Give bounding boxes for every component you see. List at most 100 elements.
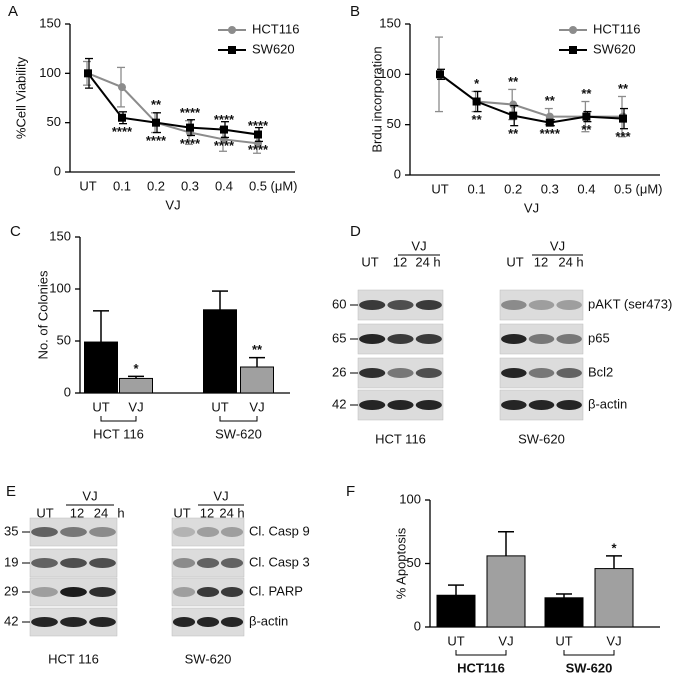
blot-band — [387, 334, 414, 344]
blot-band — [60, 558, 87, 568]
x-tick-label: UT — [431, 181, 448, 196]
significance: * — [474, 76, 480, 91]
blot-band — [556, 368, 582, 378]
point — [220, 125, 228, 134]
blot-band — [501, 300, 527, 310]
blot-band — [60, 527, 87, 537]
legend-label: SW620 — [252, 41, 295, 56]
lane-label: 24 h — [219, 505, 244, 520]
blot-band — [60, 617, 87, 627]
blot-band — [387, 300, 414, 310]
blot-band — [415, 300, 442, 310]
blot-band — [556, 334, 582, 344]
blot-band — [359, 400, 386, 410]
cell-line-label: SW-620 — [518, 431, 565, 446]
blot-band — [196, 527, 220, 537]
x-tick-label: 0.4 — [215, 178, 233, 193]
panel-label: B — [350, 3, 360, 20]
y-axis-label: % Apoptosis — [393, 527, 408, 599]
blot-band — [89, 527, 116, 537]
y-axis-label: No. of Colonies — [35, 270, 50, 359]
point — [569, 46, 577, 54]
lane-label: 12 — [200, 505, 214, 520]
mw-marker: 29 — [4, 583, 18, 598]
x-tick-label: VJ — [249, 399, 264, 414]
series-line — [87, 72, 259, 136]
x-tick-label: 0.4 — [577, 181, 595, 196]
mw-marker: 26 — [332, 364, 346, 379]
y-tick-label: 150 — [379, 15, 401, 30]
x-tick-label: 0.3 — [181, 178, 199, 193]
x-tick-label: UT — [555, 633, 572, 648]
bar — [486, 555, 526, 628]
y-tick-label: 0 — [394, 166, 401, 181]
legend-label: HCT116 — [252, 21, 299, 36]
significance: ** — [252, 342, 263, 357]
x-axis-label: VJ — [524, 200, 539, 215]
bar — [544, 597, 584, 628]
lane-label: 12 — [70, 505, 84, 520]
protein-label: β-actin — [249, 613, 288, 628]
blot-band — [196, 587, 220, 597]
y-tick-label: 100 — [379, 66, 401, 81]
blot-band — [528, 400, 555, 410]
protein-label: Cl. Casp 9 — [249, 523, 310, 538]
point — [118, 83, 126, 92]
x-tick-label: 0.5 — [249, 178, 267, 193]
point — [118, 113, 126, 122]
blot-band — [196, 617, 220, 627]
significance: **** — [214, 112, 235, 127]
point — [509, 111, 518, 120]
lane-label: UT — [506, 254, 523, 269]
point — [254, 130, 262, 139]
blot-header: VJ — [411, 238, 426, 253]
protein-label: Cl. Casp 3 — [249, 554, 310, 569]
blot-header: VJ — [82, 488, 97, 503]
blot-strip — [171, 517, 245, 547]
mw-marker: 42 — [4, 613, 18, 628]
mw-marker: 19 — [4, 554, 18, 569]
legend-label: HCT116 — [593, 21, 640, 36]
mw-marker: 65 — [332, 330, 346, 345]
point — [84, 69, 92, 78]
bar — [594, 568, 634, 628]
lane-label: h — [117, 505, 124, 520]
blot-band — [89, 617, 116, 627]
blot-band — [172, 558, 196, 568]
protein-label: Cl. PARP — [249, 583, 303, 598]
blot-band — [359, 368, 386, 378]
blot-band — [501, 368, 527, 378]
legend-label: SW620 — [593, 41, 636, 56]
lane-label: 24 h — [415, 254, 440, 269]
group-bracket — [100, 416, 137, 422]
blot-band — [31, 587, 58, 597]
blot-band — [359, 334, 386, 344]
x-tick-label: 0.2 — [504, 181, 522, 196]
significance: **** — [146, 133, 167, 148]
y-tick-label: 100 — [49, 280, 71, 295]
y-tick-label: 50 — [47, 114, 61, 129]
bar — [240, 366, 274, 394]
x-unit: (μM) — [636, 181, 663, 196]
series-line — [87, 72, 259, 145]
x-unit: (μM) — [271, 178, 298, 193]
blot-band — [220, 617, 244, 627]
x-tick-label: VJ — [128, 399, 143, 414]
significance: **** — [180, 136, 201, 151]
bar — [436, 594, 476, 628]
significance: * — [611, 540, 617, 555]
significance: ** — [618, 81, 629, 96]
point — [152, 118, 160, 127]
blot-band — [528, 300, 555, 310]
group-label: SW-620 — [566, 660, 613, 674]
group-bracket — [563, 650, 615, 656]
blot-band — [31, 527, 58, 537]
protein-label: Bcl2 — [588, 364, 613, 379]
mw-marker: 42 — [332, 396, 346, 411]
blot-band — [415, 400, 442, 410]
significance: ** — [545, 93, 556, 108]
group-bracket — [455, 650, 507, 656]
significance: **** — [248, 142, 269, 157]
blot-band — [387, 400, 414, 410]
point — [619, 114, 627, 123]
